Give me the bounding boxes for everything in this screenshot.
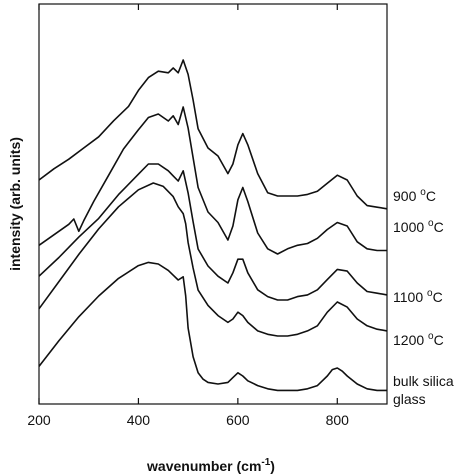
- series-label-3: 1100 oC: [393, 288, 443, 305]
- plot-frame: [38, 3, 388, 405]
- series-label-1: 900 oC: [393, 187, 436, 204]
- series-label-2: 1000 oC: [393, 218, 444, 235]
- spectrum-line-5: [38, 261, 387, 392]
- series-label-5: bulk silica: [393, 373, 454, 389]
- x-tick-label: 600: [226, 412, 250, 428]
- x-axis-label: wavenumber (cm-1): [146, 457, 275, 474]
- series-group: [38, 59, 388, 392]
- x-tick-label: 800: [326, 412, 350, 428]
- spectrum-line-3: [38, 163, 388, 301]
- x-tick-label: 400: [127, 412, 151, 428]
- x-tick-label: 200: [27, 412, 51, 428]
- spectrum-line-1: [38, 59, 388, 210]
- spectrum-line-2: [38, 106, 387, 255]
- series-label-4: 1200 oC: [393, 331, 444, 348]
- y-axis-label: intensity (arb. units): [7, 137, 23, 271]
- x-axis-ticks: 200 400 600 800: [27, 4, 349, 428]
- spectrum-line-4: [38, 182, 388, 337]
- series-labels: 900 oC 1000 oC 1100 oC 1200 oC bulk silica gl…: [393, 187, 454, 407]
- series-label-5-line2: glass: [393, 391, 426, 407]
